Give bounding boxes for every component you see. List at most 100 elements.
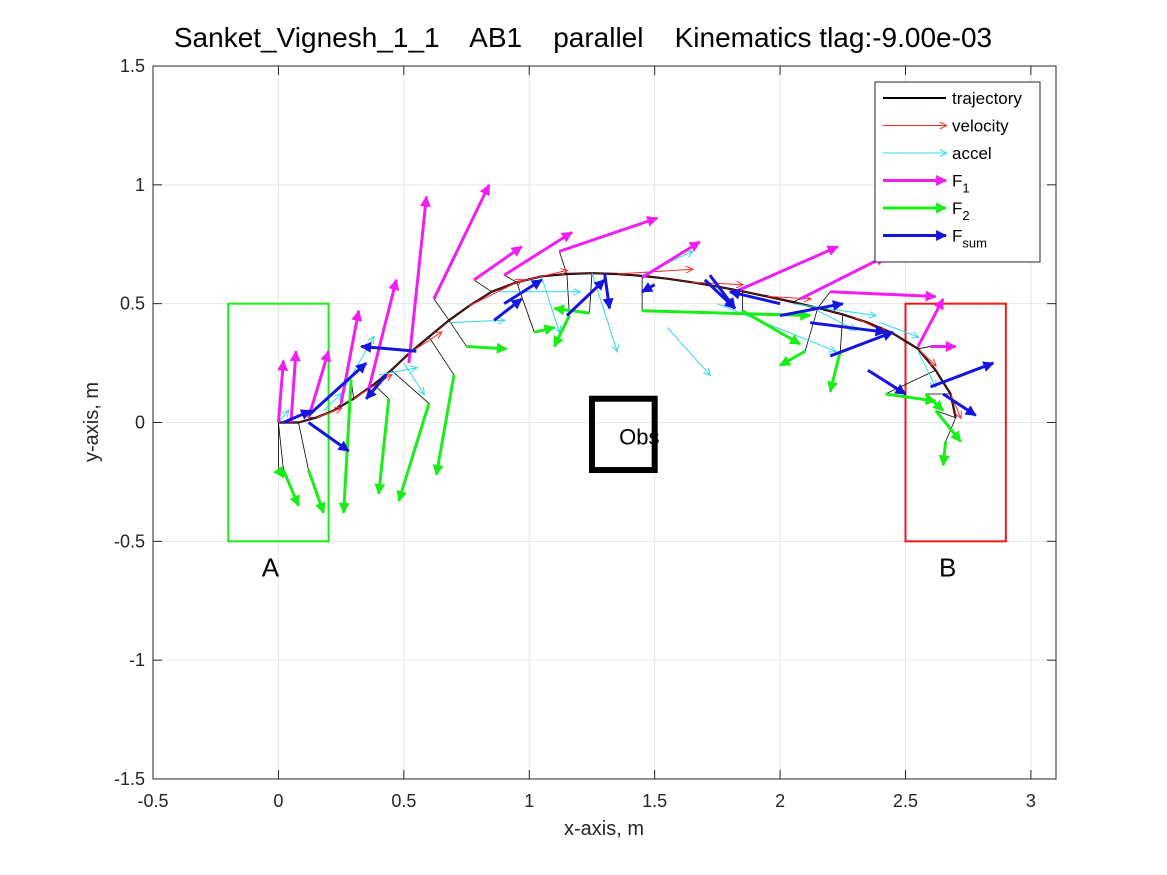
f2-arrow <box>779 349 806 367</box>
legend-box <box>874 81 1041 263</box>
accel-arrow <box>917 350 936 387</box>
x-ticks: -0.5 0 0.5 1 1.5 2 2.5 3 <box>137 66 1036 811</box>
f1-arrow <box>339 309 363 404</box>
force-origin-line <box>935 410 956 419</box>
f2-arrow <box>533 324 556 336</box>
legend-label-f1: F1 <box>952 172 970 196</box>
f2-arrow <box>396 403 431 502</box>
velocity-arrow <box>468 280 522 307</box>
accel-arrow <box>541 277 560 333</box>
chart-title: Sanket_Vignesh_1_1 AB1 parallel Kinemati… <box>174 22 992 53</box>
x-axis-label: x-axis, m <box>564 818 644 840</box>
force-origin-line <box>917 346 931 350</box>
fsum-arrow <box>942 392 977 417</box>
region-b-label: B <box>939 552 956 582</box>
legend-label-accel: accel <box>952 144 992 163</box>
legend-label-trajectory: trajectory <box>952 89 1022 108</box>
velocity-arrow <box>353 375 392 400</box>
fsum-arrow <box>307 421 350 453</box>
f1-arrow <box>799 254 887 301</box>
legend-label-f2: F2 <box>952 199 970 223</box>
legend-label-velocity: velocity <box>952 117 1009 136</box>
force-origin-line <box>516 282 535 333</box>
accel-arrow <box>717 303 835 352</box>
y-tick-label: 1.5 <box>120 56 145 76</box>
force-origin-line <box>391 369 430 404</box>
force-origin-line <box>428 336 455 376</box>
accel-arrow <box>880 322 918 337</box>
velocity-arrow <box>917 348 936 366</box>
fsum-arrow <box>930 361 995 389</box>
accel-arrow <box>323 394 342 411</box>
x-tick-label: 0.5 <box>391 791 416 811</box>
f2-arrow <box>938 441 950 467</box>
f1-arrow <box>830 290 937 302</box>
legend-label-subscript: sum <box>962 236 987 251</box>
f1-arrow <box>558 216 659 253</box>
f2-arrow <box>432 374 456 476</box>
fsum-arrow <box>708 274 737 310</box>
f1-arrow <box>734 245 839 294</box>
f2-arrow <box>934 409 962 443</box>
f2-arrow <box>827 350 842 393</box>
f1-arrow <box>367 278 400 390</box>
x-tick-label: 1.5 <box>642 791 667 811</box>
accel-arrow <box>403 362 424 394</box>
f2-arrow <box>885 392 937 406</box>
f2-arrow <box>924 392 945 412</box>
regions: A B Obs <box>227 302 1007 582</box>
legend-label-main: trajectory <box>952 89 1022 108</box>
force-origin-line <box>473 279 492 293</box>
legend-label-main: accel <box>952 144 992 163</box>
legend-label-main: F <box>952 199 962 218</box>
y-ticks: -1.5 -1 -0.5 0 0.5 1 1.5 <box>114 56 1056 789</box>
f1-arrow <box>503 231 573 277</box>
x-tick-label: 2.5 <box>893 791 918 811</box>
f1-arrow <box>916 297 945 348</box>
x-tick-label: -0.5 <box>137 791 168 811</box>
fsum-arrow <box>829 330 894 358</box>
accel-arrow <box>666 327 710 375</box>
accel-arrow <box>378 368 417 376</box>
obstacle-label: Obs <box>619 424 659 449</box>
fsum-arrow <box>867 368 907 396</box>
legend-label-main: F <box>952 172 962 191</box>
obstacle-box <box>588 395 658 474</box>
force-origin-line <box>804 307 819 352</box>
fsum-arrow <box>565 278 606 317</box>
y-tick-label: -1 <box>129 650 145 670</box>
f2-arrow <box>466 342 508 354</box>
y-tick-label: 0 <box>135 413 145 433</box>
f1-arrow <box>432 183 491 300</box>
velocity-arrow <box>315 408 341 419</box>
region-a-box <box>227 302 330 543</box>
f1-arrow <box>641 240 701 279</box>
fsum-arrow <box>779 300 844 318</box>
y-axis-label: y-axis, m <box>81 382 103 462</box>
velocity-arrow <box>950 393 961 418</box>
f2-arrow <box>741 309 802 346</box>
force-origin-line <box>298 422 309 471</box>
f2-arrow <box>552 314 571 348</box>
x-tick-label: 0 <box>273 791 283 811</box>
force-origin-line <box>278 422 284 471</box>
force-origin-line <box>566 273 570 316</box>
x-tick-label: 3 <box>1026 791 1036 811</box>
fsum-arrow <box>307 361 368 417</box>
fsum-arrow <box>282 409 313 424</box>
force-origin-line <box>448 320 467 347</box>
fsum-arrow <box>641 282 656 294</box>
fsum-arrow <box>728 288 781 306</box>
accel-arrow <box>278 411 288 423</box>
y-tick-label: 0.5 <box>120 294 145 314</box>
fsum-arrow <box>809 321 887 337</box>
y-tick-label: -0.5 <box>114 531 145 551</box>
legend-label-main: velocity <box>952 117 1009 136</box>
force-origin-line <box>433 298 450 321</box>
x-tick-label: 2 <box>775 791 785 811</box>
x-tick-label: 1 <box>524 791 534 811</box>
f2-arrow <box>273 465 285 479</box>
f1-arrow <box>473 245 523 282</box>
